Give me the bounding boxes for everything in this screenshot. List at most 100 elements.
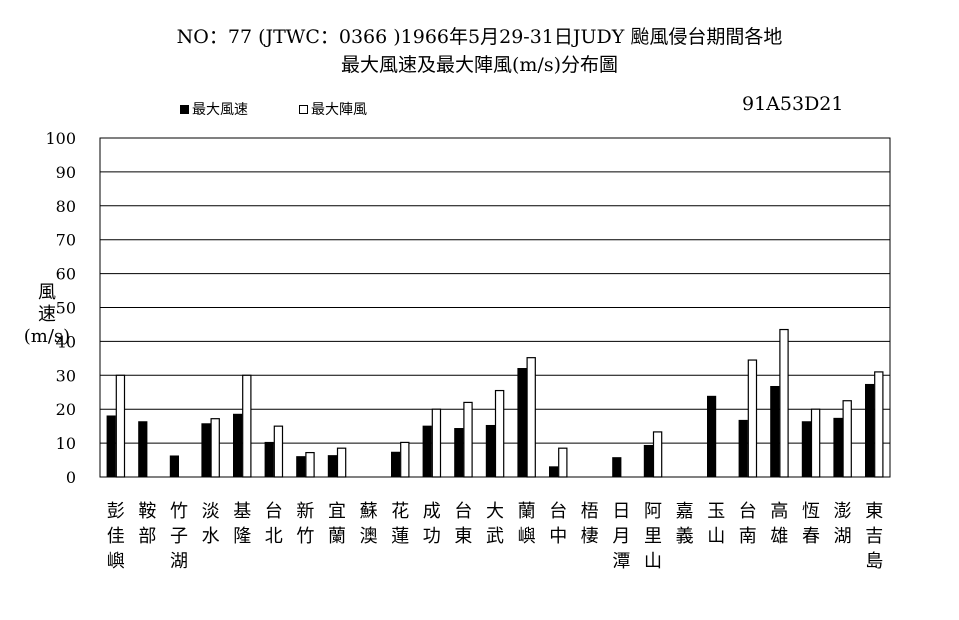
x-tick-label-char: 部	[138, 526, 156, 547]
x-tick-label-char: 台	[549, 501, 567, 522]
bar-max-wind	[454, 428, 464, 478]
legend-item-max-gust: 最大陣風	[299, 99, 367, 119]
legend-label-max-gust: 最大陣風	[311, 102, 367, 118]
y-tick-label: 0	[66, 468, 76, 487]
x-tick-label-char: 嶼	[518, 526, 536, 547]
x-tick-label-char: 恆	[802, 501, 820, 522]
y-tick-label: 80	[56, 197, 76, 216]
x-tick-label-char: 南	[739, 526, 757, 547]
x-tick-label-char: 彭	[107, 501, 125, 522]
bar-max-gust	[494, 389, 505, 478]
x-tick-label-char: 大	[486, 501, 504, 522]
bar-max-gust	[558, 447, 568, 478]
x-tick-label-char: 島	[865, 551, 883, 572]
x-tick-label-char: 蘭	[328, 526, 346, 547]
x-tick-label-char: 鞍	[138, 501, 156, 522]
x-tick-label-char: 隆	[233, 526, 251, 547]
bar-max-wind	[296, 456, 306, 478]
bar-max-gust	[842, 400, 852, 478]
x-tick-label-char: 嶼	[107, 551, 125, 572]
chart-code: 91A53D21	[742, 93, 844, 115]
bar-max-gust	[431, 408, 442, 478]
bar-max-wind	[770, 385, 780, 478]
x-tick-label-char: 基	[233, 501, 251, 522]
x-tick-label-char: 東	[865, 501, 883, 522]
y-axis-label: 風 速 (m/s)	[22, 282, 72, 348]
x-tick-label-char: 台	[454, 501, 472, 522]
x-tick-label-char: 玉	[707, 501, 725, 522]
bar-max-wind	[422, 425, 432, 478]
y-tick-label: 40	[56, 332, 76, 351]
x-tick-label-char: 山	[707, 526, 725, 547]
bar-max-gust	[242, 374, 252, 478]
y-axis-label-line: (m/s)	[23, 326, 71, 347]
chart-title-line-1: NO：77 (JTWC：0366 )1966年5月29-31日JUDY 颱風侵台…	[176, 26, 783, 48]
x-tick-label-char: 北	[265, 526, 283, 547]
x-tick-label-char: 里	[644, 526, 662, 547]
bar-max-wind	[485, 424, 495, 478]
y-axis-label-line: 風	[38, 282, 56, 303]
x-tick-label-char: 水	[202, 526, 220, 547]
bar-max-gust	[210, 418, 220, 478]
x-tick-label-char: 湖	[170, 551, 188, 572]
x-tick-label-char: 湖	[834, 526, 852, 547]
y-tick-label: 20	[56, 400, 76, 419]
x-tick-label-char: 竹	[170, 501, 188, 522]
x-tick-label-char: 棲	[581, 526, 599, 547]
x-tick-label-char: 蓮	[391, 526, 409, 547]
legend-item-max-wind: 最大風速	[180, 99, 248, 119]
x-tick-label-char: 佳	[107, 526, 125, 547]
x-tick-label-char: 蘇	[360, 501, 378, 522]
bar-max-gust	[874, 371, 884, 478]
x-tick-label-char: 蘭	[518, 501, 536, 522]
y-tick-label: 70	[56, 231, 76, 250]
bar-max-wind	[327, 455, 337, 478]
x-tick-label-char: 澳	[360, 526, 378, 547]
bar-max-gust	[779, 328, 789, 478]
y-tick-label: 90	[56, 163, 76, 182]
legend-swatch-max-wind	[180, 104, 189, 114]
x-tick-label-char: 花	[391, 501, 409, 522]
x-tick-label-char: 功	[423, 526, 441, 547]
bar-max-wind	[801, 421, 811, 478]
legend-label-max-wind: 最大風速	[192, 102, 248, 118]
x-tick-label-char: 子	[170, 526, 188, 547]
bar-max-wind	[643, 444, 653, 478]
bar-max-gust	[115, 374, 126, 478]
bar-max-gust	[336, 447, 347, 478]
y-tick-label: 50	[56, 299, 76, 318]
x-tick-label-char: 嘉	[676, 501, 694, 522]
x-tick-label-char: 東	[454, 526, 472, 547]
x-tick-label-char: 春	[802, 526, 820, 547]
bar-max-gust	[652, 431, 663, 478]
x-tick-label-char: 澎	[834, 501, 852, 522]
bar-max-gust	[810, 408, 821, 478]
bar-max-wind	[391, 451, 401, 478]
bar-max-wind	[201, 423, 211, 478]
bar-max-wind	[169, 455, 180, 478]
bar-max-wind	[833, 417, 843, 478]
bar-max-wind	[738, 419, 748, 478]
legend-swatch-max-gust	[299, 104, 308, 114]
chart-title-line-2: 最大風速及最大陣風(m/s)分布圖	[341, 54, 618, 76]
bar-max-wind	[549, 466, 559, 478]
bar-max-wind	[138, 421, 148, 478]
y-tick-label: 100	[45, 129, 76, 148]
bar-max-wind	[106, 415, 116, 478]
x-tick-label-char: 潭	[612, 551, 630, 572]
x-tick-label-char: 義	[676, 526, 694, 547]
bar-max-wind	[707, 395, 717, 478]
bar-max-wind	[612, 457, 622, 478]
x-tick-label-char: 阿	[644, 501, 662, 522]
bar-max-gust	[305, 451, 315, 478]
x-tick-label-char: 淡	[202, 501, 220, 522]
bar-max-wind	[865, 383, 875, 478]
bar-max-gust	[273, 425, 284, 478]
y-tick-label: 60	[56, 265, 76, 284]
x-tick-label-char: 成	[423, 501, 441, 522]
x-tick-label-char: 台	[739, 501, 757, 522]
x-tick-label-char: 竹	[296, 526, 314, 547]
bar-max-wind	[264, 441, 274, 478]
bar-max-gust	[526, 357, 536, 478]
